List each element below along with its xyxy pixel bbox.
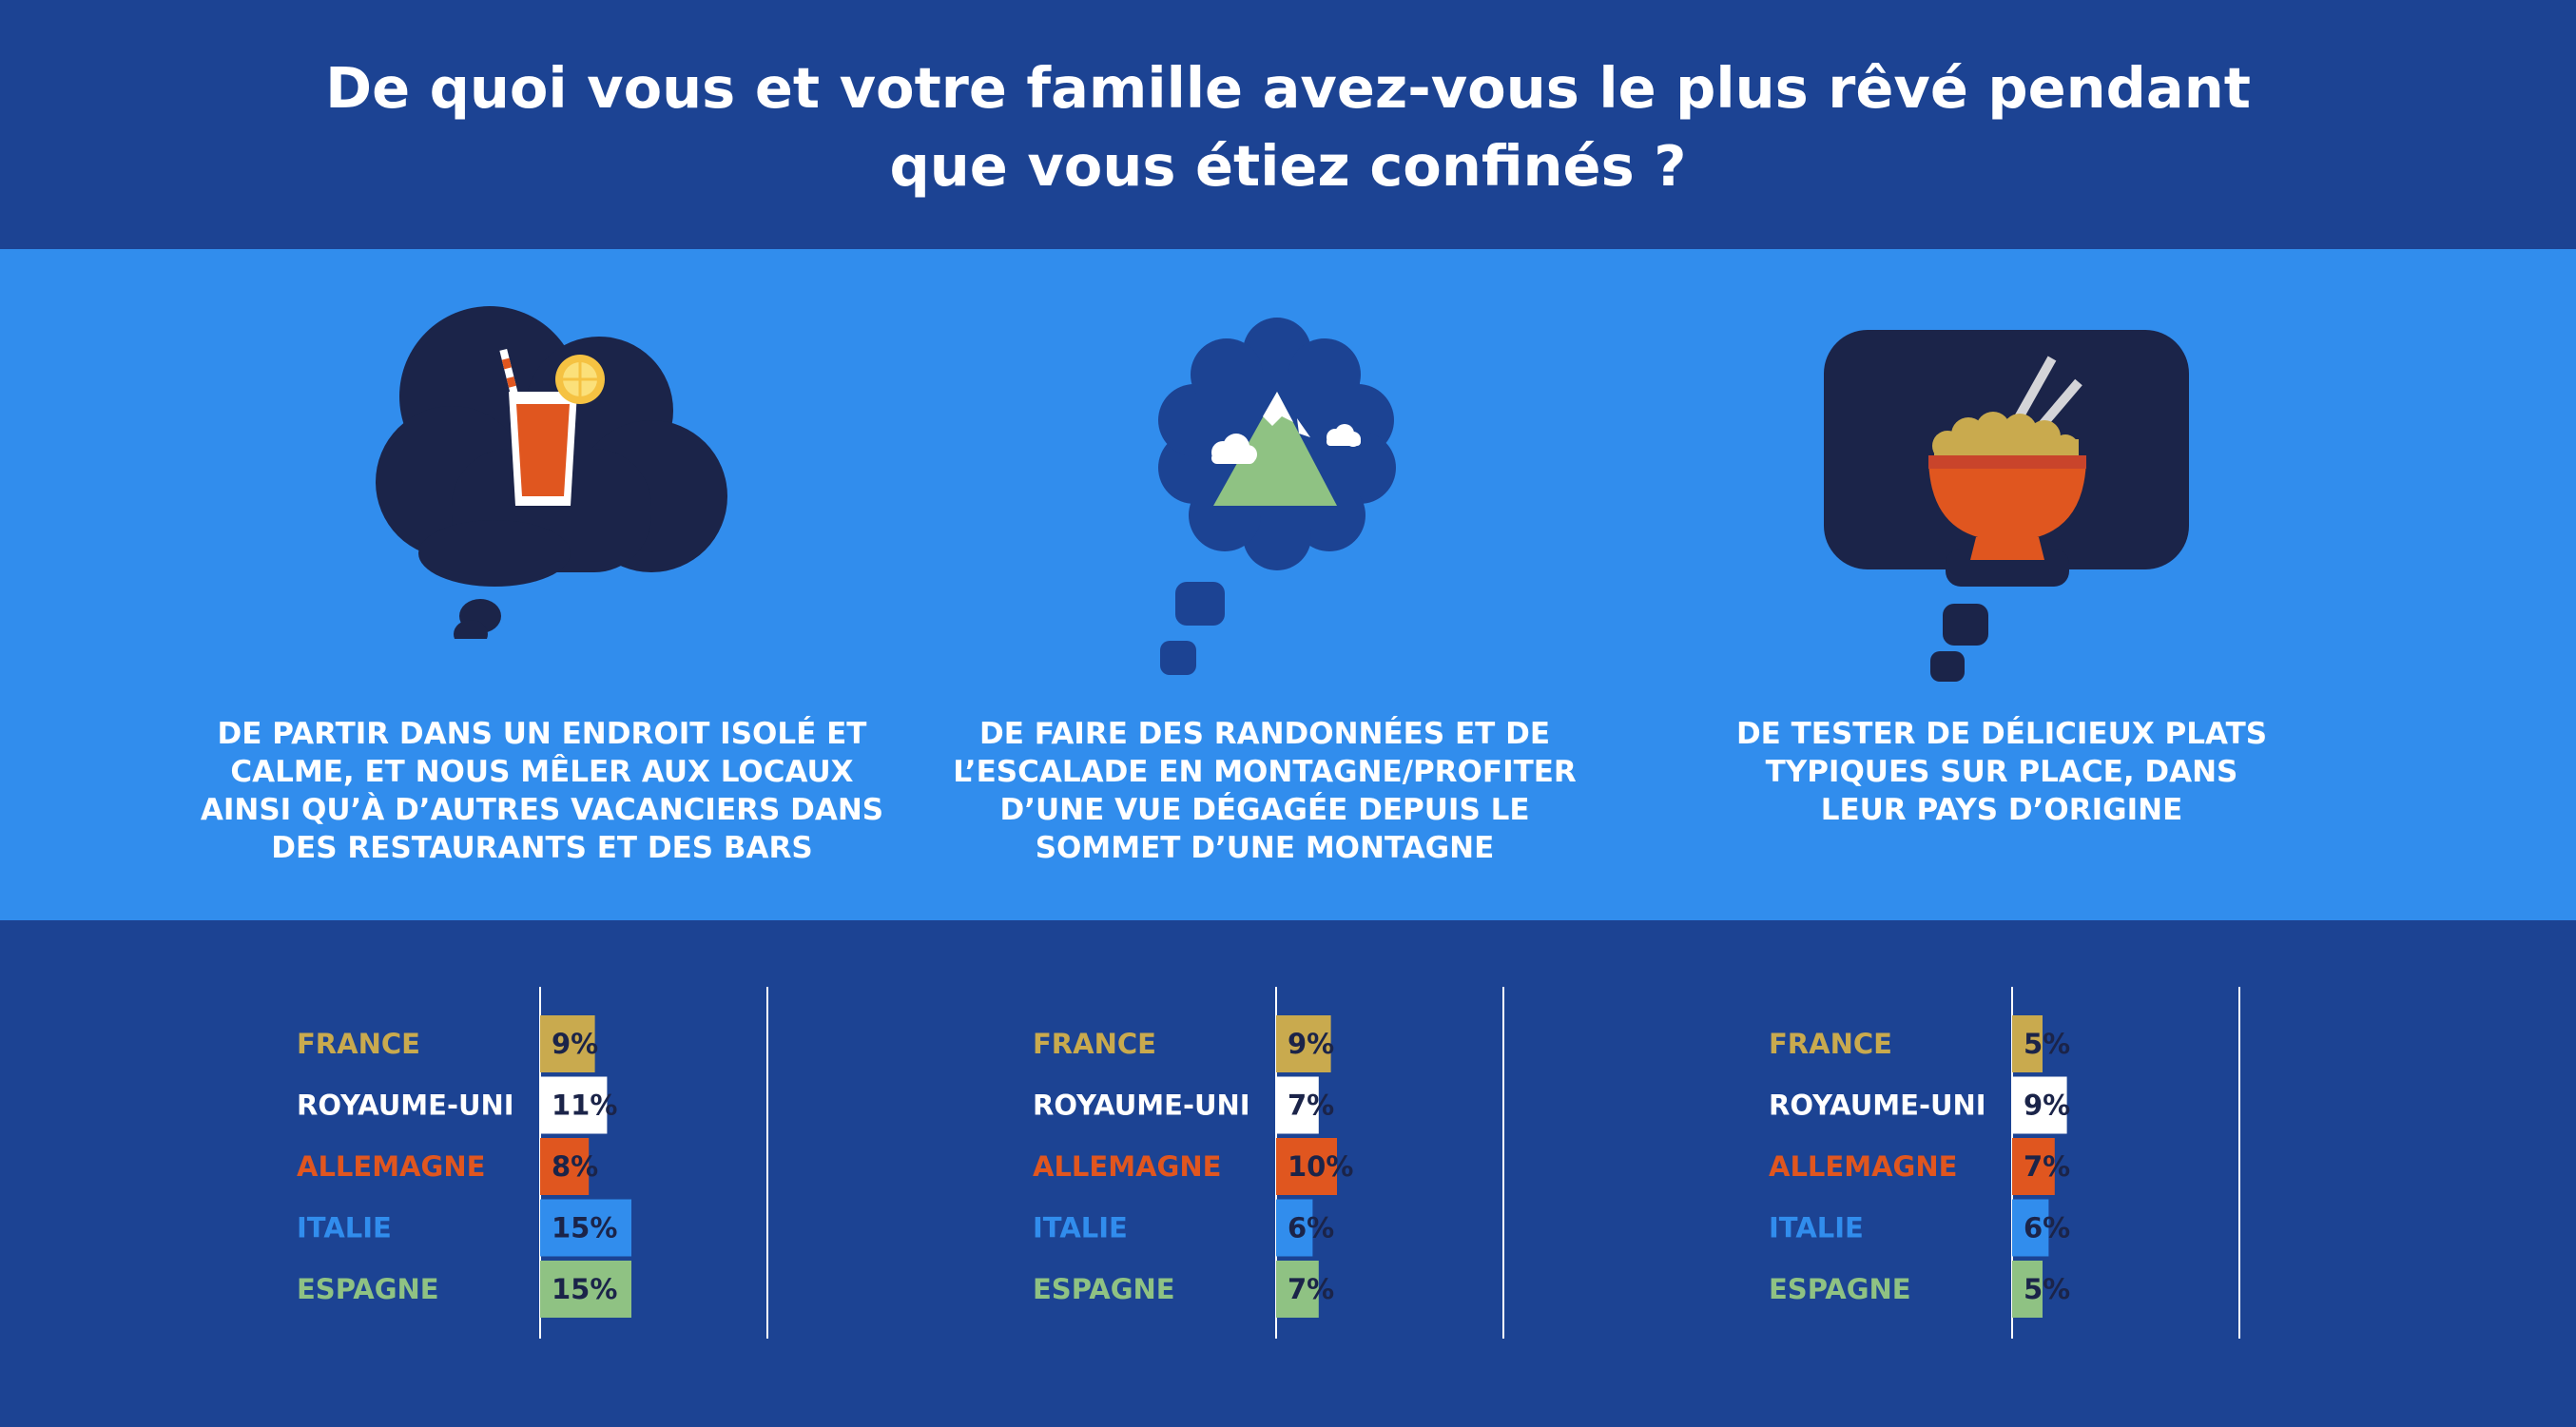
country-label: FRANCE xyxy=(297,1028,420,1060)
bar xyxy=(2012,1138,2055,1195)
country-label: ITALIE xyxy=(297,1212,392,1244)
bar-value-label: 7% xyxy=(2024,1150,2070,1183)
bar-value-label: 7% xyxy=(1288,1273,1334,1305)
bar-value-label: 9% xyxy=(1288,1028,1334,1060)
country-label: ALLEMAGNE xyxy=(1769,1150,1957,1183)
country-label: ALLEMAGNE xyxy=(297,1150,485,1183)
bar-value-label: 10% xyxy=(1288,1150,1353,1183)
theme-caption-2-text: DE FAIRE DES RANDONNÉES ET DE L’ESCALADE… xyxy=(953,717,1577,865)
header: De quoi vous et votre famille avez-vous … xyxy=(0,0,2576,249)
bar-value-label: 6% xyxy=(1288,1212,1334,1244)
page-title: De quoi vous et votre famille avez-vous … xyxy=(0,49,2576,205)
bar-chart-1: FRANCE 9% ROYAUME-UNI 11% ALLEMAGNE 8% ITALIE 1… xyxy=(297,987,768,1339)
bar-value-label: 8% xyxy=(552,1150,598,1183)
themes-band: DE PARTIR DANS UN ENDROIT ISOLÉ ET CALME… xyxy=(0,249,2576,920)
bar-value-label: 9% xyxy=(552,1028,598,1060)
bar xyxy=(2012,1199,2049,1257)
country-label: FRANCE xyxy=(1769,1028,1892,1060)
country-label: ROYAUME-UNI xyxy=(1033,1090,1250,1122)
title-line-2: que vous étiez confinés ? xyxy=(889,133,1687,199)
bar-value-label: 5% xyxy=(2024,1028,2070,1060)
bar xyxy=(2012,1261,2043,1318)
bar xyxy=(1276,1015,1331,1072)
bar xyxy=(540,1199,631,1257)
country-label: ESPAGNE xyxy=(1769,1273,1911,1305)
bar xyxy=(540,1261,631,1318)
country-label: ITALIE xyxy=(1033,1212,1128,1244)
bar-value-label: 15% xyxy=(552,1273,617,1305)
country-label: ITALIE xyxy=(1769,1212,1864,1244)
title-line-1: De quoi vous et votre famille avez-vous … xyxy=(325,55,2251,121)
bar-value-label: 6% xyxy=(2024,1212,2070,1244)
theme-caption-1: DE PARTIR DANS UN ENDROIT ISOLÉ ET CALME… xyxy=(200,717,884,865)
bar xyxy=(1276,1199,1313,1257)
bar xyxy=(2012,1015,2043,1072)
bar xyxy=(540,1076,608,1134)
bar-value-label: 15% xyxy=(552,1212,617,1244)
food-bowl-icon xyxy=(1824,330,2189,682)
bar-value-label: 5% xyxy=(2024,1273,2070,1305)
bar xyxy=(540,1015,595,1072)
bar-value-label: 7% xyxy=(1288,1090,1334,1122)
country-label: ROYAUME-UNI xyxy=(297,1090,514,1122)
bar-chart-2: FRANCE 9% ROYAUME-UNI 7% ALLEMAGNE 10% ITALIE 6… xyxy=(1033,987,1504,1339)
country-label: ALLEMAGNE xyxy=(1033,1150,1221,1183)
bar xyxy=(540,1138,590,1195)
bar xyxy=(1276,1076,1319,1134)
theme-caption-3: DE TESTER DE DÉLICIEUX PLATS TYPIQUES SU… xyxy=(1735,717,2268,827)
bar-value-label: 11% xyxy=(552,1090,617,1122)
bar-value-label: 9% xyxy=(2024,1090,2070,1122)
country-label: ESPAGNE xyxy=(1033,1273,1175,1305)
country-label: ROYAUME-UNI xyxy=(1769,1090,1986,1122)
bar xyxy=(2012,1076,2067,1134)
country-label: ESPAGNE xyxy=(297,1273,439,1305)
bar xyxy=(1276,1138,1337,1195)
drink-icon xyxy=(376,306,727,639)
mountain-icon xyxy=(1158,318,1396,675)
charts-section: FRANCE 9% ROYAUME-UNI 11% ALLEMAGNE 8% ITALIE 1… xyxy=(0,920,2576,1427)
bar-chart-3: FRANCE 5% ROYAUME-UNI 9% ALLEMAGNE 7% ITALIE 6%… xyxy=(1769,987,2240,1339)
country-label: FRANCE xyxy=(1033,1028,1156,1060)
bar xyxy=(1276,1261,1319,1318)
